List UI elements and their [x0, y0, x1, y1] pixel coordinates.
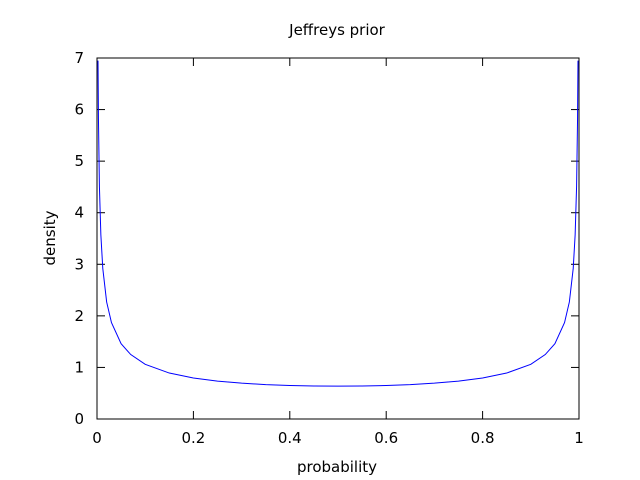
x-tick-label: 0.4 [278, 429, 302, 447]
x-axis-label: probability [297, 458, 377, 476]
y-axis-label: density [41, 210, 59, 265]
y-tick-label: 3 [74, 255, 84, 273]
y-axis: 0 1 2 3 4 5 6 7 [74, 49, 579, 428]
x-tick-label: 0 [92, 429, 102, 447]
plot-frame [96, 57, 580, 420]
x-axis: 0 0.2 0.4 0.6 0.8 1 [92, 58, 584, 447]
y-tick-label: 6 [74, 101, 84, 119]
y-tick-label: 0 [74, 410, 84, 428]
density-line [97, 60, 579, 387]
y-tick-label: 5 [74, 152, 84, 170]
y-tick-label: 2 [74, 307, 84, 325]
x-tick-label: 0.6 [374, 429, 398, 447]
x-tick-label: 0.8 [471, 429, 495, 447]
y-tick-label: 7 [74, 49, 84, 67]
x-tick-label: 1 [574, 429, 584, 447]
chart-title: Jeffreys prior [288, 21, 386, 39]
y-tick-label: 1 [74, 358, 84, 376]
y-tick-label: 4 [74, 204, 84, 222]
series-layer [97, 60, 579, 387]
x-tick-label: 0.2 [181, 429, 205, 447]
